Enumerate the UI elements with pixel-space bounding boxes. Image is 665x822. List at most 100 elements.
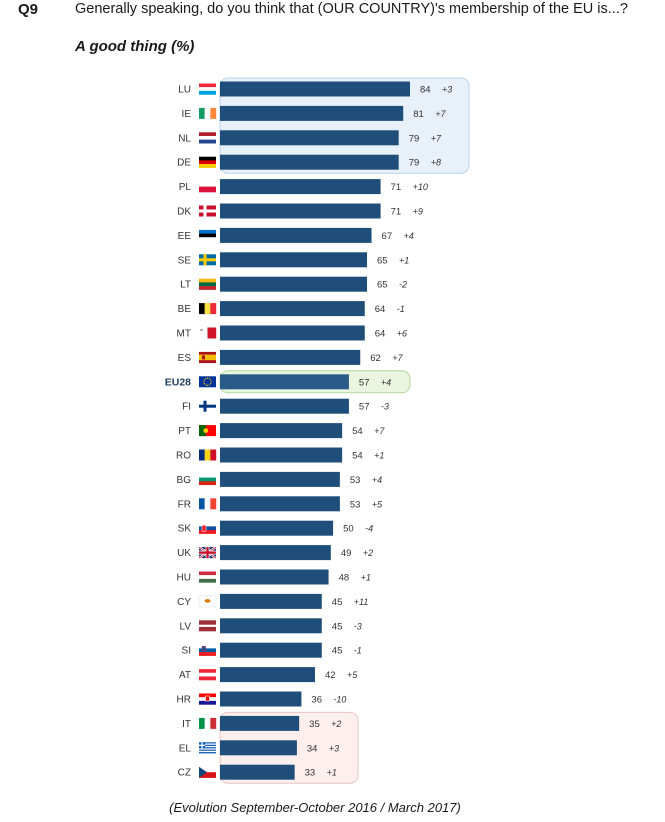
change-label: +7 [392,353,403,363]
bar [220,81,410,97]
bar [220,130,399,146]
value-label: 71 [391,207,402,218]
change-label: -2 [399,280,407,290]
category-label: MT [177,329,191,340]
value-label: 53 [350,475,361,486]
value-label: 79 [409,133,420,144]
value-label: 57 [359,402,370,413]
chart-footnote: (Evolution September-October 2016 / Marc… [169,800,461,815]
bar [220,154,399,170]
greece-flag-icon [199,742,216,754]
change-label: +5 [347,670,358,680]
category-label: UK [177,548,191,559]
bar [220,593,322,609]
bar [220,496,340,512]
value-label: 54 [352,426,363,437]
finland-flag-icon [199,400,216,412]
france-flag-icon [199,498,217,510]
category-label: DE [177,158,191,169]
value-label: 67 [382,231,393,242]
change-label: +2 [331,719,341,729]
malta-flag-icon [199,327,217,339]
change-label: +7 [435,109,446,119]
latvia-flag-icon [199,620,216,632]
value-label: 42 [325,670,336,681]
bar [220,691,302,707]
poland-flag-icon [199,181,216,193]
change-label: +2 [363,548,373,558]
value-label: 64 [375,304,386,315]
lithuania-flag-icon [199,278,216,290]
change-label: +6 [397,329,407,339]
bar [220,227,372,243]
bar [220,374,349,390]
chart-subtitle: A good thing (%) [75,38,195,55]
category-label: CZ [178,768,191,779]
bulgaria-flag-icon [199,473,216,486]
change-label: +1 [361,573,371,583]
value-label: 53 [350,499,361,510]
sweden-flag-icon [199,254,216,266]
category-label: LU [178,85,191,96]
portugal-flag-icon [199,425,216,437]
value-label: 79 [409,158,420,169]
croatia-flag-icon [199,693,216,705]
value-label: 50 [343,524,354,535]
category-label: BG [177,475,192,486]
category-label: PT [178,426,191,437]
bar [220,642,322,658]
bar [220,203,381,219]
category-label: AT [179,670,191,681]
value-label: 64 [375,329,386,340]
value-label: 36 [311,695,322,706]
value-label: 35 [309,719,320,730]
bar [220,715,300,731]
change-label: -1 [354,646,362,656]
highlight-box [219,77,470,174]
change-label: -3 [381,402,389,412]
netherlands-flag-icon [199,132,216,144]
bar [220,764,295,780]
bar [220,667,315,683]
value-label: 34 [307,743,318,754]
category-label: IE [182,109,192,120]
germany-flag-icon [199,156,216,168]
change-label: +4 [381,377,391,387]
value-label: 65 [377,255,388,266]
change-label: +11 [354,597,369,607]
ireland-flag-icon [199,107,217,119]
category-label: LT [180,280,191,291]
romania-flag-icon [199,449,217,461]
bar [220,179,381,195]
bar [220,520,334,536]
bar [220,105,404,121]
value-label: 57 [359,377,370,388]
change-label: +3 [442,85,452,95]
value-label: 45 [332,646,343,657]
austria-flag-icon [199,669,216,681]
eu-flag-icon [199,376,216,388]
value-label: 33 [305,768,316,779]
spain-flag-icon [199,351,216,364]
category-label: FR [178,499,191,510]
belgium-flag-icon [199,303,217,315]
category-label: HU [177,573,191,584]
change-label: +3 [329,743,339,753]
category-label: FI [182,402,191,413]
bar [220,398,349,414]
category-label: DK [177,207,191,218]
bar [220,447,343,463]
change-label: -4 [365,524,373,534]
value-label: 71 [391,182,402,193]
value-label: 54 [352,451,363,462]
category-label: EL [179,743,192,754]
change-label: +4 [404,231,414,241]
value-label: 49 [341,548,352,559]
change-label: +10 [413,182,428,192]
czechia-flag-icon [199,766,216,778]
category-label: ES [178,353,192,364]
change-label: -10 [333,695,346,705]
category-label: BE [178,304,192,315]
value-label: 48 [339,573,350,584]
